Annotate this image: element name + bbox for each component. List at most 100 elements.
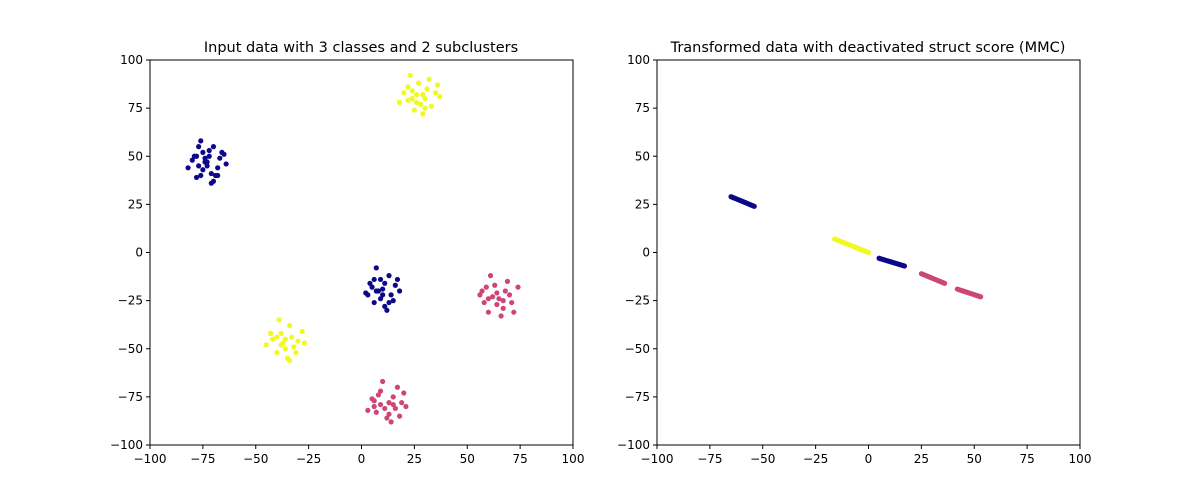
data-point — [502, 288, 508, 294]
data-point — [301, 340, 307, 346]
data-point — [377, 296, 384, 302]
data-point — [282, 346, 288, 352]
y-tick-label: −100 — [110, 438, 143, 452]
y-tick-label: 25 — [128, 197, 143, 211]
data-point — [189, 157, 195, 163]
x-tick-label: 100 — [1069, 452, 1092, 466]
data-point — [405, 97, 411, 104]
data-point — [481, 299, 487, 306]
data-point — [485, 309, 491, 315]
x-tick-label: −75 — [697, 452, 722, 466]
y-tick-label: −50 — [118, 342, 143, 356]
data-point — [278, 342, 284, 348]
data-point — [388, 292, 394, 298]
data-point — [411, 107, 417, 113]
data-point — [204, 159, 210, 165]
data-point — [407, 72, 413, 78]
data-point — [371, 299, 377, 306]
data-point — [365, 407, 371, 413]
data-point — [865, 249, 872, 256]
data-point — [413, 99, 420, 105]
data-point — [208, 180, 214, 186]
x-tick-label: −75 — [190, 452, 215, 466]
data-point — [506, 292, 513, 298]
x-tick-label: −100 — [134, 452, 167, 466]
data-point — [401, 90, 407, 96]
data-point — [492, 282, 498, 288]
data-point — [386, 411, 392, 417]
data-point — [215, 165, 221, 171]
data-point — [377, 401, 384, 408]
data-point — [200, 167, 206, 173]
data-point — [363, 290, 369, 296]
x-tick-label: 0 — [865, 452, 873, 466]
data-point — [204, 163, 210, 169]
data-point — [289, 334, 295, 340]
x-tick-label: −50 — [750, 452, 775, 466]
data-point — [371, 403, 377, 410]
data-point — [392, 282, 398, 288]
left-plot-frame — [149, 59, 574, 446]
data-point — [424, 86, 430, 92]
data-point — [369, 284, 375, 290]
data-point — [295, 338, 301, 344]
data-point — [196, 163, 202, 169]
y-tick-label: −75 — [118, 390, 143, 404]
data-point — [382, 405, 388, 412]
data-point — [380, 378, 386, 385]
y-tick-label: −100 — [617, 438, 650, 452]
data-point — [380, 292, 386, 298]
data-point — [223, 161, 229, 167]
y-tick-label: 75 — [635, 101, 650, 115]
data-point — [413, 92, 420, 98]
data-point — [428, 103, 434, 109]
data-point — [384, 307, 390, 313]
x-tick-label: −25 — [296, 452, 321, 466]
y-tick-label: −25 — [118, 294, 143, 308]
right-plot-frame — [656, 59, 1081, 446]
data-point — [384, 415, 390, 421]
x-tick-label: 25 — [407, 452, 422, 466]
y-tick-label: −75 — [625, 390, 650, 404]
data-point — [377, 388, 384, 394]
data-point — [479, 288, 485, 294]
data-point — [221, 151, 227, 157]
data-point — [394, 384, 401, 390]
left-plot-title: Input data with 3 classes and 2 subclust… — [204, 40, 518, 56]
data-point — [373, 265, 379, 271]
y-tick-label: −50 — [625, 342, 650, 356]
data-point — [390, 394, 396, 400]
data-point — [206, 147, 212, 154]
data-point — [282, 336, 288, 342]
data-point — [394, 276, 401, 283]
data-point — [477, 292, 483, 298]
data-point — [274, 334, 280, 340]
data-point — [504, 278, 511, 284]
data-point — [371, 276, 377, 283]
data-point — [198, 172, 204, 179]
data-point — [367, 280, 373, 286]
data-point — [901, 263, 908, 269]
data-point — [403, 403, 409, 410]
data-point — [390, 401, 396, 408]
data-point — [215, 172, 221, 179]
data-point — [382, 280, 388, 286]
data-point — [371, 398, 377, 404]
data-point — [437, 93, 443, 100]
x-tick-label: 25 — [914, 452, 929, 466]
data-point — [420, 92, 426, 98]
data-point — [191, 153, 198, 159]
right-plot-ticks: −100 −75 −50 −25 0 25 50 75 100 −100 −75 −50 −25 0 25 5… — [617, 53, 1091, 466]
data-point — [185, 165, 191, 171]
data-point — [217, 155, 223, 161]
data-point — [380, 286, 386, 292]
data-point — [274, 350, 280, 356]
data-point — [498, 313, 504, 319]
data-point — [490, 294, 496, 300]
data-point — [978, 294, 984, 300]
data-point — [422, 95, 428, 102]
data-point — [386, 299, 392, 306]
data-point — [373, 288, 379, 294]
